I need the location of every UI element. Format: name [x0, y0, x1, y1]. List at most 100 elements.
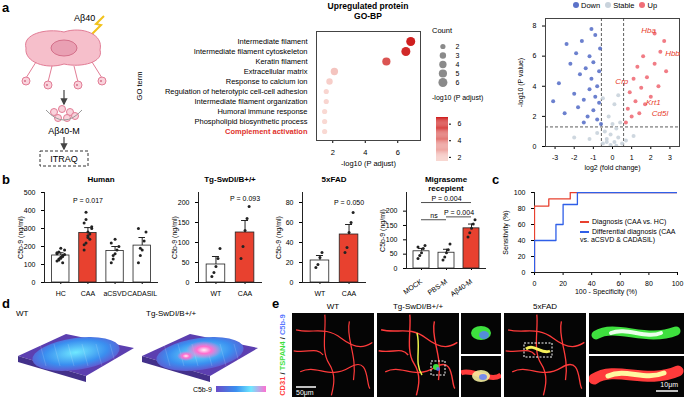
- svg-text:8: 8: [533, 22, 537, 29]
- svg-text:20: 20: [559, 280, 567, 287]
- svg-text:100: 100: [178, 239, 190, 246]
- svg-text:Response to calcium ion: Response to calcium ion: [226, 77, 308, 86]
- svg-text:Extracellular matrix: Extracellular matrix: [244, 67, 308, 76]
- svg-text:HC: HC: [56, 290, 66, 297]
- svg-text:Krt1: Krt1: [646, 98, 661, 107]
- svg-text:P = 0.050: P = 0.050: [334, 199, 364, 206]
- svg-text:CAA: CAA: [81, 290, 96, 297]
- svg-text:-3: -3: [552, 154, 558, 161]
- svg-text:500: 500: [24, 189, 36, 196]
- svg-text:log2 (fold change): log2 (fold change): [584, 164, 640, 172]
- svg-text:-log10 (P adjust): -log10 (P adjust): [341, 159, 396, 168]
- svg-text:40: 40: [588, 280, 596, 287]
- svg-text:50: 50: [182, 259, 190, 266]
- svg-text:MOCK: MOCK: [402, 278, 423, 296]
- svg-text:40: 40: [286, 239, 294, 246]
- svg-text:3: 3: [668, 154, 672, 161]
- svg-text:4: 4: [363, 148, 367, 157]
- svg-text:-2: -2: [571, 154, 577, 161]
- svg-text:60: 60: [518, 221, 526, 228]
- svg-text:2: 2: [331, 148, 335, 157]
- svg-text:Hbb: Hbb: [665, 49, 680, 58]
- svg-text:WT: WT: [327, 302, 340, 311]
- svg-text:4: 4: [456, 61, 460, 68]
- svg-text:10μm: 10μm: [660, 381, 678, 389]
- svg-text:80: 80: [645, 280, 653, 287]
- svg-text:60: 60: [286, 219, 294, 226]
- svg-text:0: 0: [611, 154, 615, 161]
- svg-text:0: 0: [394, 265, 398, 272]
- svg-text:Complement activation: Complement activation: [225, 127, 308, 136]
- svg-text:80: 80: [518, 205, 526, 212]
- svg-text:2: 2: [458, 154, 462, 161]
- svg-text:60: 60: [616, 280, 624, 287]
- svg-text:4: 4: [458, 137, 462, 144]
- svg-text:aCSVD: aCSVD: [103, 290, 126, 297]
- svg-text:GO term: GO term: [135, 72, 144, 101]
- svg-text:CAA: CAA: [238, 290, 253, 297]
- svg-text:Tg-SwDI/B+/+: Tg-SwDI/B+/+: [393, 302, 444, 311]
- svg-text:WT: WT: [211, 290, 223, 297]
- svg-text:P = 0.017: P = 0.017: [73, 197, 103, 204]
- svg-text:ns: ns: [430, 212, 438, 219]
- svg-text:Regulation of heterotypic cell: Regulation of heterotypic cell-cell adhe…: [165, 87, 308, 96]
- svg-text:3: 3: [456, 52, 460, 59]
- svg-text:P = 0.093: P = 0.093: [230, 195, 260, 202]
- svg-text:100: 100: [386, 236, 398, 243]
- svg-text:CADASIL: CADASIL: [127, 290, 157, 297]
- svg-text:C5b-9: C5b-9: [193, 386, 212, 393]
- svg-text:50: 50: [390, 250, 398, 257]
- svg-text:200: 200: [386, 207, 398, 214]
- svg-text:0: 0: [533, 280, 537, 287]
- svg-text:200: 200: [24, 243, 36, 250]
- svg-text:150: 150: [178, 219, 190, 226]
- svg-text:2: 2: [456, 43, 460, 50]
- svg-text:C5b-9 (ng/ml): C5b-9 (ng/ml): [171, 216, 179, 259]
- svg-text:CAA: CAA: [342, 290, 357, 297]
- svg-text:0: 0: [522, 269, 526, 276]
- svg-text:0: 0: [533, 143, 537, 150]
- svg-text:6: 6: [533, 52, 537, 59]
- svg-text:400: 400: [24, 207, 36, 214]
- svg-text:Crp: Crp: [615, 77, 628, 86]
- svg-text:P = 0.004: P = 0.004: [444, 209, 474, 216]
- svg-text:Intermediate filament: Intermediate filament: [237, 37, 308, 46]
- svg-text:Intermediate filament cytoskel: Intermediate filament cytoskeleton: [194, 47, 308, 56]
- svg-text:100: 100: [672, 280, 684, 287]
- svg-text:80: 80: [286, 199, 294, 206]
- svg-text:100 - Specificity (%): 100 - Specificity (%): [575, 288, 637, 296]
- svg-text:0: 0: [290, 279, 294, 286]
- svg-text:WT: WT: [16, 309, 29, 318]
- svg-text:4: 4: [533, 83, 537, 90]
- svg-text:100: 100: [24, 261, 36, 268]
- svg-text:40: 40: [518, 237, 526, 244]
- svg-text:50μm: 50μm: [296, 389, 314, 397]
- svg-text:Humoral immune response: Humoral immune response: [217, 107, 307, 116]
- svg-text:0: 0: [186, 279, 190, 286]
- svg-text:Aβ40-M: Aβ40-M: [48, 126, 80, 136]
- svg-text:Aβ40-M: Aβ40-M: [449, 278, 474, 298]
- svg-text:C5b-9 (ng/ml): C5b-9 (ng/ml): [275, 216, 283, 259]
- svg-text:2: 2: [533, 113, 537, 120]
- svg-text:Aβ40: Aβ40: [74, 13, 95, 23]
- svg-text:20: 20: [518, 253, 526, 260]
- svg-text:C5b-9 (ng/ml): C5b-9 (ng/ml): [17, 216, 25, 259]
- svg-text:Sensitivity (%): Sensitivity (%): [502, 210, 510, 254]
- svg-text:6: 6: [458, 120, 462, 127]
- svg-text:Intermediate filament organiza: Intermediate filament organization: [195, 97, 308, 106]
- svg-text:ITRAQ: ITRAQ: [50, 154, 78, 164]
- svg-text:100: 100: [514, 189, 526, 196]
- svg-text:-log10 (P value): -log10 (P value): [517, 58, 525, 107]
- svg-text:PBS-M: PBS-M: [426, 278, 448, 297]
- svg-text:CD31 / TSPAN4 / C5b-9: CD31 / TSPAN4 / C5b-9: [278, 314, 287, 396]
- svg-text:Tg-SwDI/B+/+: Tg-SwDI/B+/+: [146, 309, 197, 318]
- svg-text:Phospholipid biosynthetic proc: Phospholipid biosynthetic process: [195, 117, 308, 126]
- svg-text:Cd5l: Cd5l: [652, 109, 669, 118]
- svg-text:6: 6: [396, 148, 400, 157]
- svg-text:C5b-9 (ng/ml): C5b-9 (ng/ml): [379, 209, 387, 252]
- svg-text:-1: -1: [590, 154, 596, 161]
- svg-text:150: 150: [386, 222, 398, 229]
- svg-text:WT: WT: [315, 290, 327, 297]
- svg-text:0: 0: [32, 279, 36, 286]
- svg-text:6: 6: [456, 79, 460, 86]
